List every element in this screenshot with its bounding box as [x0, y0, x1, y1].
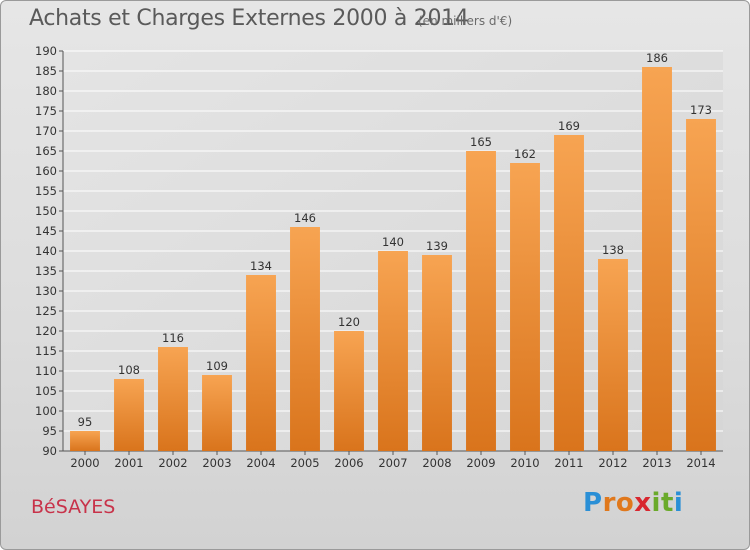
x-tick-label-2007: 2007	[378, 456, 407, 470]
bar-2011	[554, 135, 584, 451]
bar-2000	[70, 431, 100, 451]
y-tick-label: 130	[35, 284, 57, 298]
y-tick-label: 155	[35, 184, 57, 198]
commune-name: BéSAYES	[31, 496, 116, 518]
bar-layer	[70, 67, 716, 451]
x-tick-label-2001: 2001	[114, 456, 143, 470]
bar-2012	[598, 259, 628, 451]
y-tick-label: 160	[35, 164, 57, 178]
bar-2013	[642, 67, 672, 451]
x-tick-label-2005: 2005	[290, 456, 319, 470]
bar-2007	[378, 251, 408, 451]
y-tick-label: 150	[35, 204, 57, 218]
value-label-2008: 139	[426, 239, 448, 253]
chart-title: Achats et Charges Externes 2000 à 2014	[29, 6, 469, 31]
x-tick-label-2009: 2009	[466, 456, 495, 470]
value-label-2012: 138	[602, 243, 624, 257]
y-tick-label: 165	[35, 144, 57, 158]
x-tick-label-2000: 2000	[70, 456, 99, 470]
logo-letter: i	[673, 488, 684, 518]
logo-letter: o	[615, 488, 635, 518]
x-tick-label-2014: 2014	[686, 456, 715, 470]
y-tick-label: 90	[42, 444, 57, 458]
y-tick-label: 140	[35, 244, 57, 258]
bar-2001	[114, 379, 144, 451]
value-label-2000: 95	[78, 415, 93, 429]
bar-2010	[510, 163, 540, 451]
x-tick-label-2010: 2010	[510, 456, 539, 470]
bar-2004	[246, 275, 276, 451]
bar-2006	[334, 331, 364, 451]
value-label-2006: 120	[338, 315, 360, 329]
value-label-2010: 162	[514, 147, 536, 161]
x-tick-label-2013: 2013	[642, 456, 671, 470]
y-tick-label: 125	[35, 304, 57, 318]
logo-letter: t	[660, 488, 674, 518]
logo-letter: i	[651, 488, 661, 518]
bar-2002	[158, 347, 188, 451]
x-tick-label-2012: 2012	[598, 456, 627, 470]
proxiti-logo: Proxiti	[583, 488, 683, 518]
bar-2014	[686, 119, 716, 451]
value-label-2004: 134	[250, 259, 272, 273]
x-tick-label-2008: 2008	[422, 456, 451, 470]
logo-letter: P	[583, 488, 603, 518]
value-label-2002: 116	[162, 331, 184, 345]
x-tick-label-2006: 2006	[334, 456, 363, 470]
chart-unit: (en milliers d'€)	[418, 14, 513, 28]
x-tick-label-2004: 2004	[246, 456, 275, 470]
logo-letter: r	[602, 488, 616, 518]
bar-2003	[202, 375, 232, 451]
value-label-2009: 165	[470, 135, 492, 149]
bar-2009	[466, 151, 496, 451]
y-tick-label: 170	[35, 124, 57, 138]
y-tick-label: 105	[35, 384, 57, 398]
value-label-2014: 173	[690, 103, 712, 117]
x-tick-label-2002: 2002	[158, 456, 187, 470]
y-tick-label: 100	[35, 404, 57, 418]
bar-2008	[422, 255, 452, 451]
value-label-2003: 109	[206, 359, 228, 373]
y-tick-label: 185	[35, 64, 57, 78]
y-tick-label: 180	[35, 84, 57, 98]
y-tick-label: 110	[35, 364, 57, 378]
value-label-2001: 108	[118, 363, 140, 377]
y-tick-label: 120	[35, 324, 57, 338]
axis-layer: 90 95 100 105 110 115 120 125 130 135 140 145 150 155…	[35, 44, 723, 470]
x-tick-label-2011: 2011	[554, 456, 583, 470]
value-label-2011: 169	[558, 119, 580, 133]
label-layer: 95 108 116 109 134 146 120 140 139 165 162 169 138 18…	[78, 51, 712, 429]
y-tick-label: 175	[35, 104, 57, 118]
logo-letter: x	[634, 488, 652, 518]
value-label-2013: 186	[646, 51, 668, 65]
y-tick-label: 95	[42, 424, 57, 438]
y-tick-label: 190	[35, 44, 57, 58]
bar-2005	[290, 227, 320, 451]
y-tick-label: 115	[35, 344, 57, 358]
y-tick-label: 135	[35, 264, 57, 278]
y-tick-label: 145	[35, 224, 57, 238]
x-tick-label-2003: 2003	[202, 456, 231, 470]
value-label-2005: 146	[294, 211, 316, 225]
value-label-2007: 140	[382, 235, 404, 249]
